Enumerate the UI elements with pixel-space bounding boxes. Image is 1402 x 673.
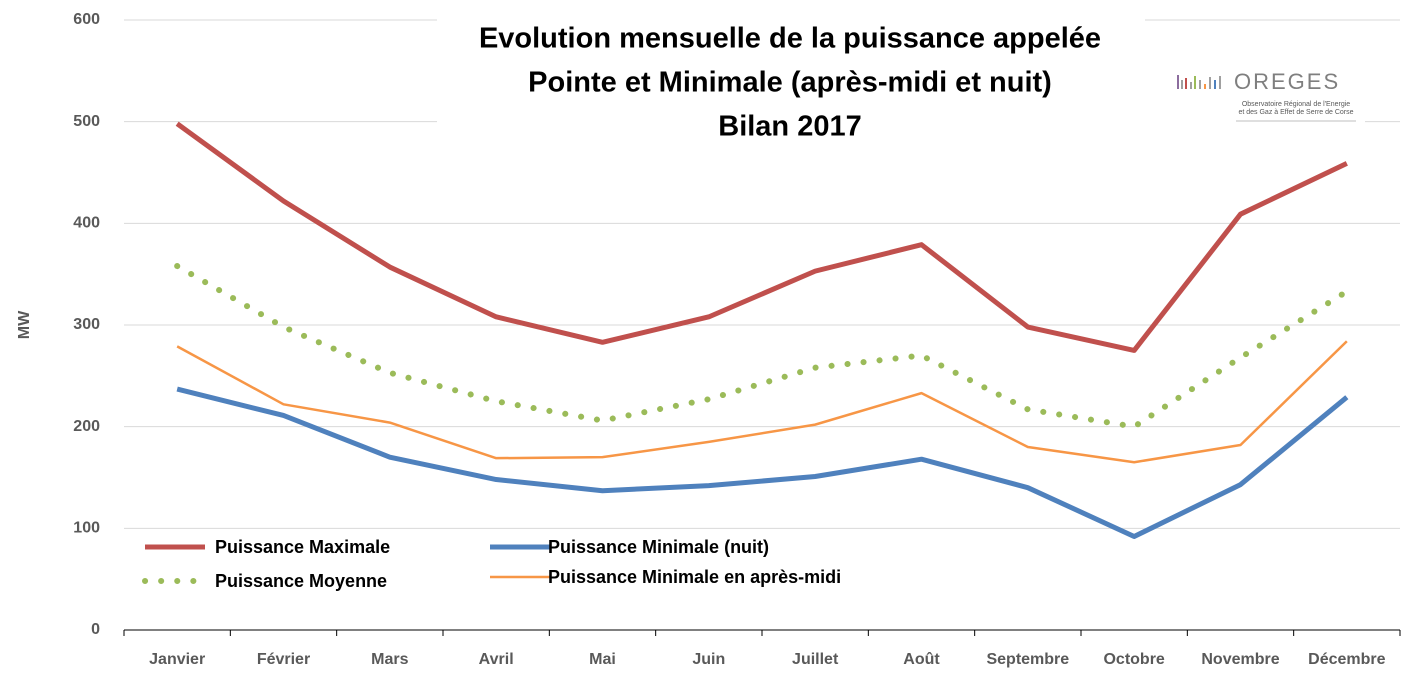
- x-tick-label: Juin: [692, 651, 725, 668]
- logo-subtitle: et des Gaz à Effet de Serre de Corse: [1238, 109, 1353, 116]
- y-tick-label: 100: [73, 520, 100, 537]
- logo: OREGES Observatoire Régional de l'Energi…: [1140, 66, 1365, 126]
- logo-subtitle: Observatoire Régional de l'Energie: [1242, 101, 1350, 108]
- x-tick-label: Avril: [479, 651, 514, 668]
- x-tick-label: Novembre: [1201, 651, 1279, 668]
- x-tick-label: Juillet: [792, 651, 839, 668]
- y-tick-label: 200: [73, 418, 100, 435]
- x-tick-label: Mai: [589, 651, 616, 668]
- chart-title: Evolution mensuelle de la puissance appe…: [479, 23, 1101, 55]
- logo-icon: [1177, 75, 1221, 89]
- chart-title: Bilan 2017: [718, 111, 861, 143]
- x-tick-label: Février: [257, 651, 310, 668]
- x-tick-label: Décembre: [1308, 651, 1385, 668]
- legend-label: Puissance Minimale (nuit): [548, 537, 769, 557]
- y-tick-label: 0: [91, 621, 100, 638]
- legend-label: Puissance Minimale en après-midi: [548, 567, 841, 587]
- chart-title: Pointe et Minimale (après-midi et nuit): [528, 67, 1052, 99]
- y-tick-label: 500: [73, 113, 100, 130]
- series-line: [175, 121, 1348, 353]
- x-tick-label: Septembre: [986, 651, 1069, 668]
- series-line: [174, 263, 1350, 430]
- x-tick-label: Octobre: [1103, 651, 1164, 668]
- legend-label: Puissance Maximale: [215, 537, 390, 557]
- logo-name: OREGES: [1234, 69, 1340, 94]
- series-line: [176, 386, 1349, 539]
- x-tick-label: Mars: [371, 651, 408, 668]
- y-tick-label: 600: [73, 11, 100, 28]
- y-axis-label: MW: [16, 310, 33, 339]
- y-tick-label: 300: [73, 316, 100, 333]
- x-tick-label: Janvier: [149, 651, 205, 668]
- legend-label: Puissance Moyenne: [215, 571, 387, 591]
- x-tick-label: Août: [903, 651, 940, 668]
- series-line: [176, 340, 1348, 464]
- title-background: [437, 10, 1145, 150]
- y-tick-label: 400: [73, 215, 100, 232]
